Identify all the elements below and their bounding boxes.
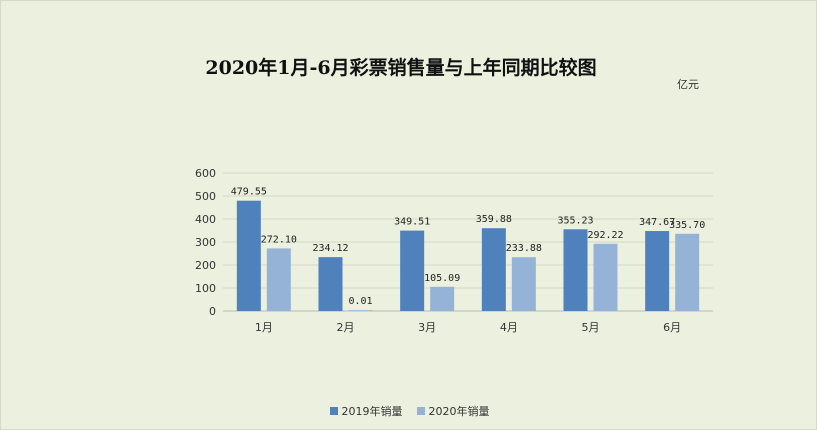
y-tick-label: 200 <box>195 259 216 272</box>
bar-2019 <box>236 200 261 311</box>
x-tick-label: 2月 <box>337 321 355 334</box>
plot-area: 0 100 200 300 400 500 600 479.55 272.10 1月 234.12 0… <box>195 167 713 334</box>
bar-2020 <box>593 243 618 311</box>
y-tick-label: 400 <box>195 213 216 226</box>
chart-title: 2020年1月-6月彩票销售量与上年同期比较图 <box>205 57 597 79</box>
bar-2020 <box>430 286 455 311</box>
bar-2019 <box>481 228 506 311</box>
legend-label-2019: 2019年销量 <box>341 405 403 418</box>
data-label: 0.01 <box>348 296 372 307</box>
data-label: 355.23 <box>557 215 593 226</box>
bar-2020 <box>511 257 536 311</box>
bar-2020 <box>348 310 373 311</box>
data-label: 272.10 <box>261 234 297 245</box>
x-tick-label: 5月 <box>582 321 600 334</box>
bar-2019 <box>563 229 588 311</box>
data-label: 234.12 <box>312 243 348 254</box>
x-tick-label: 4月 <box>500 321 518 334</box>
y-tick-label: 500 <box>195 190 216 203</box>
data-label: 233.88 <box>506 243 542 254</box>
y-tick-label: 100 <box>195 282 216 295</box>
x-tick-label: 1月 <box>255 321 273 334</box>
bar-2020 <box>266 248 291 311</box>
bar-2019 <box>645 231 670 311</box>
legend-label-2020: 2020年销量 <box>428 405 490 418</box>
x-tick-label: 6月 <box>663 321 681 334</box>
bar-2019 <box>318 257 343 311</box>
unit-label: 亿元 <box>677 78 699 91</box>
legend-item-2019: 2019年销量 <box>329 403 403 419</box>
data-label: 347.67 <box>639 217 675 228</box>
x-tick-label: 3月 <box>418 321 436 334</box>
data-label: 359.88 <box>476 214 512 225</box>
legend: 2019年销量 2020年销量 <box>1 403 817 419</box>
data-label: 105.09 <box>424 273 460 284</box>
data-label: 292.22 <box>587 230 623 241</box>
y-tick-label: 0 <box>209 305 216 318</box>
bar-2019 <box>400 230 425 311</box>
y-tick-label: 300 <box>195 236 216 249</box>
legend-item-2020: 2020年销量 <box>416 403 490 419</box>
data-label: 349.51 <box>394 217 430 228</box>
data-label: 479.55 <box>231 187 267 198</box>
data-label: 335.70 <box>669 220 705 231</box>
bar-2020 <box>675 233 700 311</box>
legend-swatch-2019 <box>329 407 338 415</box>
legend-swatch-2020 <box>416 407 425 415</box>
y-tick-label: 600 <box>195 167 216 180</box>
